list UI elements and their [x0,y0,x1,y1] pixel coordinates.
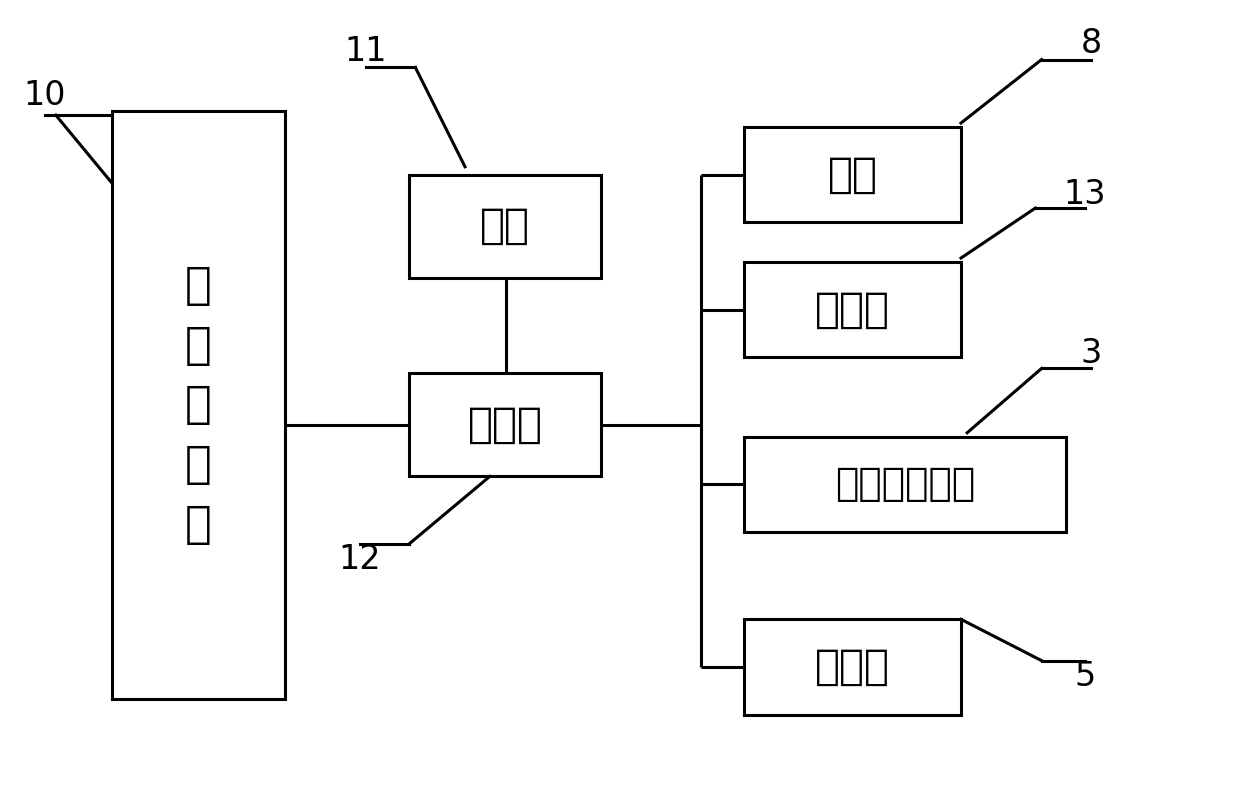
Text: 传: 传 [185,384,212,426]
Text: 器: 器 [185,503,212,545]
Text: 8: 8 [1080,27,1102,60]
Bar [744,262,961,357]
Text: 12: 12 [339,543,381,576]
Text: 温: 温 [185,264,212,307]
Text: 水泵: 水泵 [827,154,878,195]
Text: 升降驱动装置: 升降驱动装置 [835,465,976,503]
Bar [409,175,601,278]
Text: 控制器: 控制器 [467,404,543,445]
Bar [744,619,961,715]
Text: 11: 11 [345,35,387,68]
Text: 5: 5 [1074,660,1096,693]
Text: 10: 10 [24,79,66,112]
Bar [112,111,285,699]
Text: 度: 度 [185,324,212,367]
Text: 信号灯: 信号灯 [815,646,890,688]
Text: 感: 感 [185,443,212,486]
Text: 电源: 电源 [480,206,531,247]
Bar [744,127,961,222]
Text: 电磁阀: 电磁阀 [815,289,890,330]
Text: 13: 13 [1064,178,1106,211]
Text: 3: 3 [1080,337,1102,370]
Bar [409,373,601,476]
Bar [744,437,1066,532]
